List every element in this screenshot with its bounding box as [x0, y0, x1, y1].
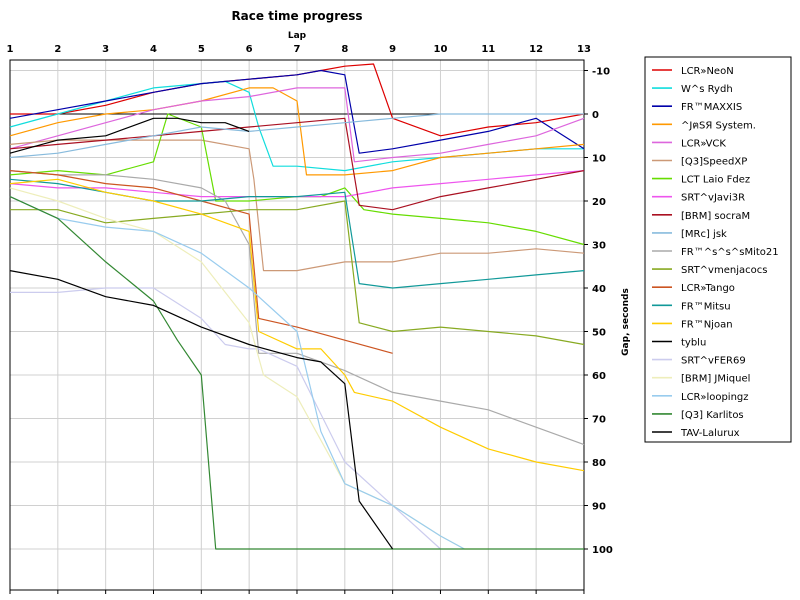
legend-label: [Q3] Karlitos — [681, 410, 744, 421]
x-tick-label: 11 — [481, 44, 495, 55]
x-axis-ticks: 1 2 3 4 5 6 7 8 9 10 11 12 13 — [7, 44, 591, 594]
x-axis-title: Lap — [288, 31, 307, 41]
legend-label: LCR»loopingz — [681, 392, 749, 403]
legend-label: FR™Mitsu — [681, 301, 731, 312]
x-tick-label: 10 — [434, 44, 448, 55]
y-axis-ticks: -10 0 10 20 30 40 50 60 70 80 90 100 — [584, 67, 613, 556]
y-axis-title: Gap, seconds — [621, 288, 631, 356]
y-tick-label: 80 — [592, 458, 606, 469]
series-line — [9, 196, 465, 550]
legend-label: LCR»NeoN — [681, 66, 734, 77]
series-line — [9, 139, 585, 272]
series-line — [9, 170, 393, 354]
legend-label: SRT^vmenjacocs — [681, 265, 767, 276]
legend-label: SRT^vJavi3R — [681, 193, 745, 204]
x-tick-label: 7 — [293, 44, 300, 55]
x-tick-label: 5 — [198, 44, 205, 55]
x-tick-label: 6 — [246, 44, 253, 55]
series-line — [10, 200, 585, 346]
chart-title: Race time progress — [231, 9, 362, 23]
x-tick-label: 2 — [54, 44, 61, 55]
legend: LCR»NeoN W^s Rydh FR™MAXXIS ^JฅSЯ System. LC… — [652, 66, 779, 439]
series-line — [9, 170, 585, 446]
y-tick-label: 30 — [592, 241, 606, 252]
legend-label: [MRc] jsk — [681, 229, 727, 240]
y-tick-label: 0 — [592, 110, 599, 121]
series-line — [9, 196, 584, 550]
x-tick-label: 8 — [341, 44, 348, 55]
x-tick-label: 9 — [389, 44, 396, 55]
series-lines — [9, 63, 585, 550]
legend-label: TAV-Lalurux — [680, 428, 740, 439]
x-tick-label: 1 — [7, 44, 14, 55]
x-tick-label: 12 — [529, 44, 543, 55]
legend-label: [Q3]SpeedXP — [681, 157, 747, 168]
series-line — [10, 287, 441, 550]
y-tick-label: 20 — [592, 197, 606, 208]
series-line — [9, 178, 585, 472]
legend-label: [BRM] socraM — [681, 211, 750, 222]
y-tick-label: 100 — [592, 545, 613, 556]
series-line — [9, 117, 250, 154]
legend-label: tyblu — [681, 338, 706, 349]
legend-label: W^s Rydh — [681, 84, 733, 95]
series-line — [9, 69, 585, 154]
series-line — [9, 113, 584, 159]
legend-label: FR™^s^s^sMito21 — [681, 247, 779, 258]
x-tick-label: 13 — [577, 44, 591, 55]
series-line — [9, 87, 585, 176]
legend-label: SRT^vFER69 — [681, 356, 746, 367]
y-tick-label: 40 — [592, 284, 606, 295]
series-line — [9, 117, 585, 211]
y-tick-label: 60 — [592, 371, 606, 382]
legend-label: LCT Laio Fdez — [681, 175, 750, 186]
x-tick-label: 3 — [102, 44, 109, 55]
x-tick-label: 4 — [150, 44, 157, 55]
legend-label: LCR»Tango — [681, 283, 735, 294]
y-tick-label: -10 — [592, 67, 610, 78]
legend-label: FR™Njoan — [681, 319, 733, 330]
series-line — [9, 270, 394, 550]
legend-label: FR™MAXXIS — [681, 102, 742, 113]
legend-label: [BRM] JMiquel — [681, 374, 750, 385]
legend-label: ^JฅSЯ System. — [681, 120, 756, 131]
y-tick-label: 50 — [592, 328, 606, 339]
legend-label: LCR»VCK — [681, 138, 726, 149]
y-tick-label: 10 — [592, 154, 606, 165]
y-tick-label: 70 — [592, 415, 606, 426]
series-line — [9, 87, 585, 163]
y-tick-label: 90 — [592, 502, 606, 513]
